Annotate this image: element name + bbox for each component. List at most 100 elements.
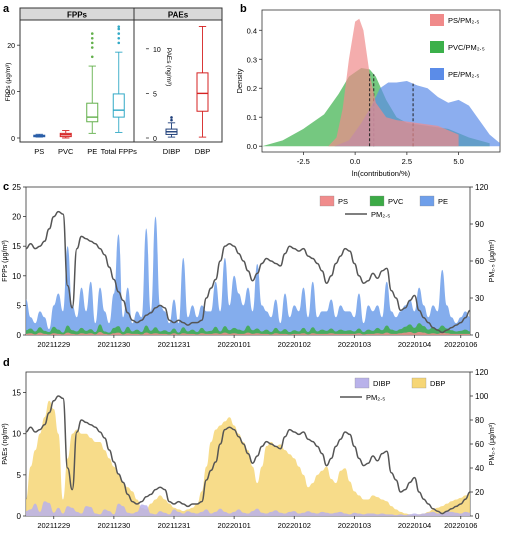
y2-axis-label-d: PM₂.₅ (μg/m³) — [489, 423, 496, 466]
legend-label-pe-pm: PE/PM₂.₅ — [448, 70, 479, 79]
x-tick-label-c: 20220102 — [278, 340, 311, 349]
y-tick-label-a-left: 0 — [11, 136, 15, 143]
y-tick-label-a-paes: 0 — [153, 136, 157, 143]
y2-tick-label-c: 30 — [475, 294, 484, 303]
y-tick-label-a-paes: 5 — [153, 91, 157, 98]
panel-b-density: -2.5 0.0 2.5 5.0 0.0 0.1 0.2 0.3 0.4 ln(contribut… — [235, 9, 501, 178]
x-tick-label-b: -2.5 — [297, 157, 310, 166]
y2-tick-label-d: 100 — [475, 392, 489, 401]
panel-label-d: d — [3, 357, 10, 369]
y-axis-label-c: FPPs (μg/m³) — [2, 240, 9, 282]
legend-swatch-ps-pm — [430, 14, 444, 26]
legend-label-d-dbp: DBP — [430, 379, 445, 388]
y-tick-label-a-paes: 10 — [153, 47, 161, 54]
legend-swatch-d-dibp — [354, 377, 370, 389]
box-pe — [86, 102, 99, 123]
y-tick-label-b: 0.3 — [247, 55, 257, 64]
panel-label-a: a — [3, 3, 10, 15]
legend-swatch-d-dbp — [411, 377, 427, 389]
y2-tick-label-d: 120 — [475, 368, 489, 377]
y2-tick-label-c: 0 — [475, 331, 480, 340]
y2-tick-label-c: 120 — [475, 183, 489, 192]
x-tick-label-c: 20211229 — [37, 340, 70, 349]
x-tick-label-c: 20211231 — [158, 340, 191, 349]
x-tick-label-total-fpps: Total FPPs — [101, 147, 138, 156]
legend-swatch-pe-pm — [430, 68, 444, 80]
legend-label-c-pm: PM₂.₅ — [371, 210, 390, 219]
x-tick-label-d: 20220101 — [217, 521, 250, 530]
x-tick-label-c: 20211230 — [97, 340, 130, 349]
box-group-header-paes — [133, 7, 223, 21]
legend-label-c-pvc: PVC — [388, 197, 404, 206]
y-tick-label-d: 5 — [17, 471, 22, 480]
legend-swatch-c-pvc — [369, 195, 385, 207]
area-c-pe — [26, 216, 470, 335]
outlier-pe — [90, 46, 94, 49]
panel-label-c: c — [3, 181, 9, 193]
x-tick-label-d: 20220104 — [398, 521, 431, 530]
y2-tick-label-d: 40 — [475, 464, 484, 473]
outlier-pe — [90, 36, 94, 40]
density-area-ps-pm — [328, 18, 459, 147]
line-d-pm — [25, 395, 471, 515]
outlier-dibp — [170, 116, 173, 119]
y-tick-label-a-left: 10 — [7, 90, 15, 97]
y-tick-label-d: 10 — [12, 430, 21, 439]
x-tick-label-d: 20220102 — [278, 521, 311, 530]
y-axis-label-paes: PAEs (ng/m³) — [165, 48, 172, 87]
outlier-dibp — [170, 118, 173, 122]
legend-label-d-dibp: DIBP — [373, 379, 391, 388]
panel-a-boxplot: FPPs 0 10 20 FPPs (μg/m³) PS PVC PE Total FPPs PA… — [5, 7, 223, 156]
panel-label-b: b — [240, 3, 247, 15]
legend-label-d-pm: PM₂.₅ — [366, 393, 385, 402]
box-group-frame-fpps — [19, 7, 135, 143]
x-tick-label-b: 2.5 — [402, 157, 412, 166]
outlier-total-fpps — [117, 41, 121, 45]
outlier-total-fpps — [117, 25, 121, 28]
x-tick-label-ps: PS — [34, 147, 44, 156]
x-tick-label-c: 20220104 — [398, 340, 431, 349]
x-tick-label-c: 20220106 — [444, 340, 477, 349]
box-group-title-fpps: FPPs — [67, 11, 88, 20]
x-axis-label-b: ln(contribution/%) — [352, 169, 411, 178]
box-group-title-paes: PAEs — [168, 11, 189, 20]
box-dbp — [196, 72, 209, 112]
x-tick-label-pe: PE — [87, 147, 97, 156]
panel-d-paes-timeseries: 0 5 10 15 0 20 40 60 80 100 120 PAEs (ng/m³) PM₂.₅ (… — [2, 368, 496, 530]
y-tick-label-a-left: 20 — [7, 43, 15, 50]
area-c-pvc — [26, 323, 470, 335]
y-tick-label-b: 0.1 — [247, 113, 257, 122]
legend-label-c-pe: PE — [438, 197, 448, 206]
x-tick-label-c: 20220103 — [338, 340, 371, 349]
x-tick-label-dbp: DBP — [195, 147, 210, 156]
box-group-frame-paes — [133, 7, 223, 143]
y-tick-label-b: 0.2 — [247, 84, 257, 93]
legend-label-ps-pm: PS/PM₂.₅ — [448, 16, 479, 25]
y-axis-label-fpps: FPPs (μg/m³) — [5, 63, 12, 102]
x-tick-label-dibp: DIBP — [163, 147, 181, 156]
x-tick-label-d: 20211230 — [97, 521, 130, 530]
y2-axis-label-c: PM₂.₅ (μg/m³) — [489, 240, 496, 283]
panel-c-fpps-timeseries: 0 5 10 15 20 25 0 30 60 90 120 FPPs (μg/m³) PM₂.₅ (μ… — [2, 183, 496, 349]
y2-tick-label-d: 20 — [475, 488, 484, 497]
x-tick-label-pvc: PVC — [58, 147, 74, 156]
legend-swatch-c-ps — [319, 195, 335, 207]
outlier-total-fpps — [117, 32, 121, 35]
area-c-ps — [26, 332, 470, 335]
line-c-pm — [25, 210, 471, 334]
y-tick-label-c: 15 — [12, 242, 21, 251]
y2-tick-label-c: 60 — [475, 257, 484, 266]
y-tick-label-b: 0.4 — [247, 26, 257, 35]
outlier-pe — [90, 32, 94, 35]
outlier-pe — [90, 41, 94, 45]
outlier-pe — [90, 55, 94, 59]
y-axis-label-b: Density — [235, 68, 244, 93]
x-tick-label-d: 20211231 — [158, 521, 191, 530]
legend-swatch-pvc-pm — [430, 41, 444, 53]
x-tick-label-d: 20220106 — [444, 521, 477, 530]
outlier-total-fpps — [117, 27, 121, 31]
legend-label-c-ps: PS — [338, 197, 348, 206]
y2-tick-label-d: 80 — [475, 416, 484, 425]
x-tick-label-b: 5.0 — [453, 157, 463, 166]
